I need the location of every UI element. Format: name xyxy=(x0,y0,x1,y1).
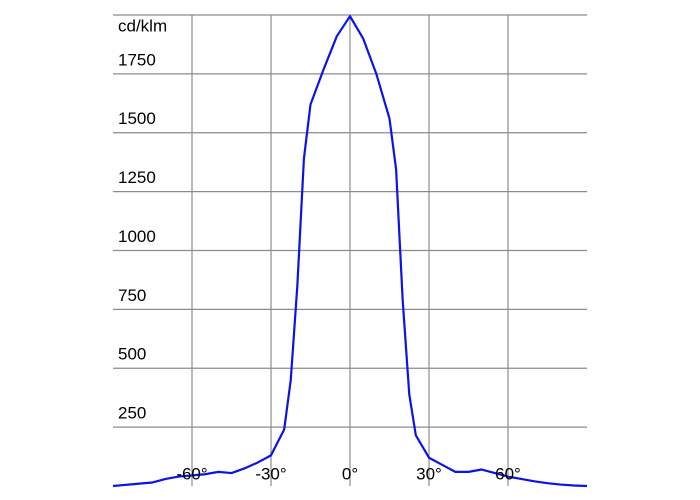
y-tick-label: 1750 xyxy=(118,50,156,69)
y-tick-label: 1250 xyxy=(118,168,156,187)
y-tick-label: 750 xyxy=(118,286,146,305)
x-tick-label: -30° xyxy=(255,464,286,483)
y-tick-label: 500 xyxy=(118,345,146,364)
y-tick-label: 1500 xyxy=(118,109,156,128)
y-tick-label: 1000 xyxy=(118,227,156,246)
x-tick-label: 60° xyxy=(495,464,521,483)
x-tick-label: 30° xyxy=(416,464,442,483)
y-tick-label: 250 xyxy=(118,404,146,423)
x-tick-label: -60° xyxy=(176,464,207,483)
data-line xyxy=(112,15,588,488)
y-axis-label: cd/klm xyxy=(118,16,167,35)
x-tick-label: 0° xyxy=(342,464,358,483)
